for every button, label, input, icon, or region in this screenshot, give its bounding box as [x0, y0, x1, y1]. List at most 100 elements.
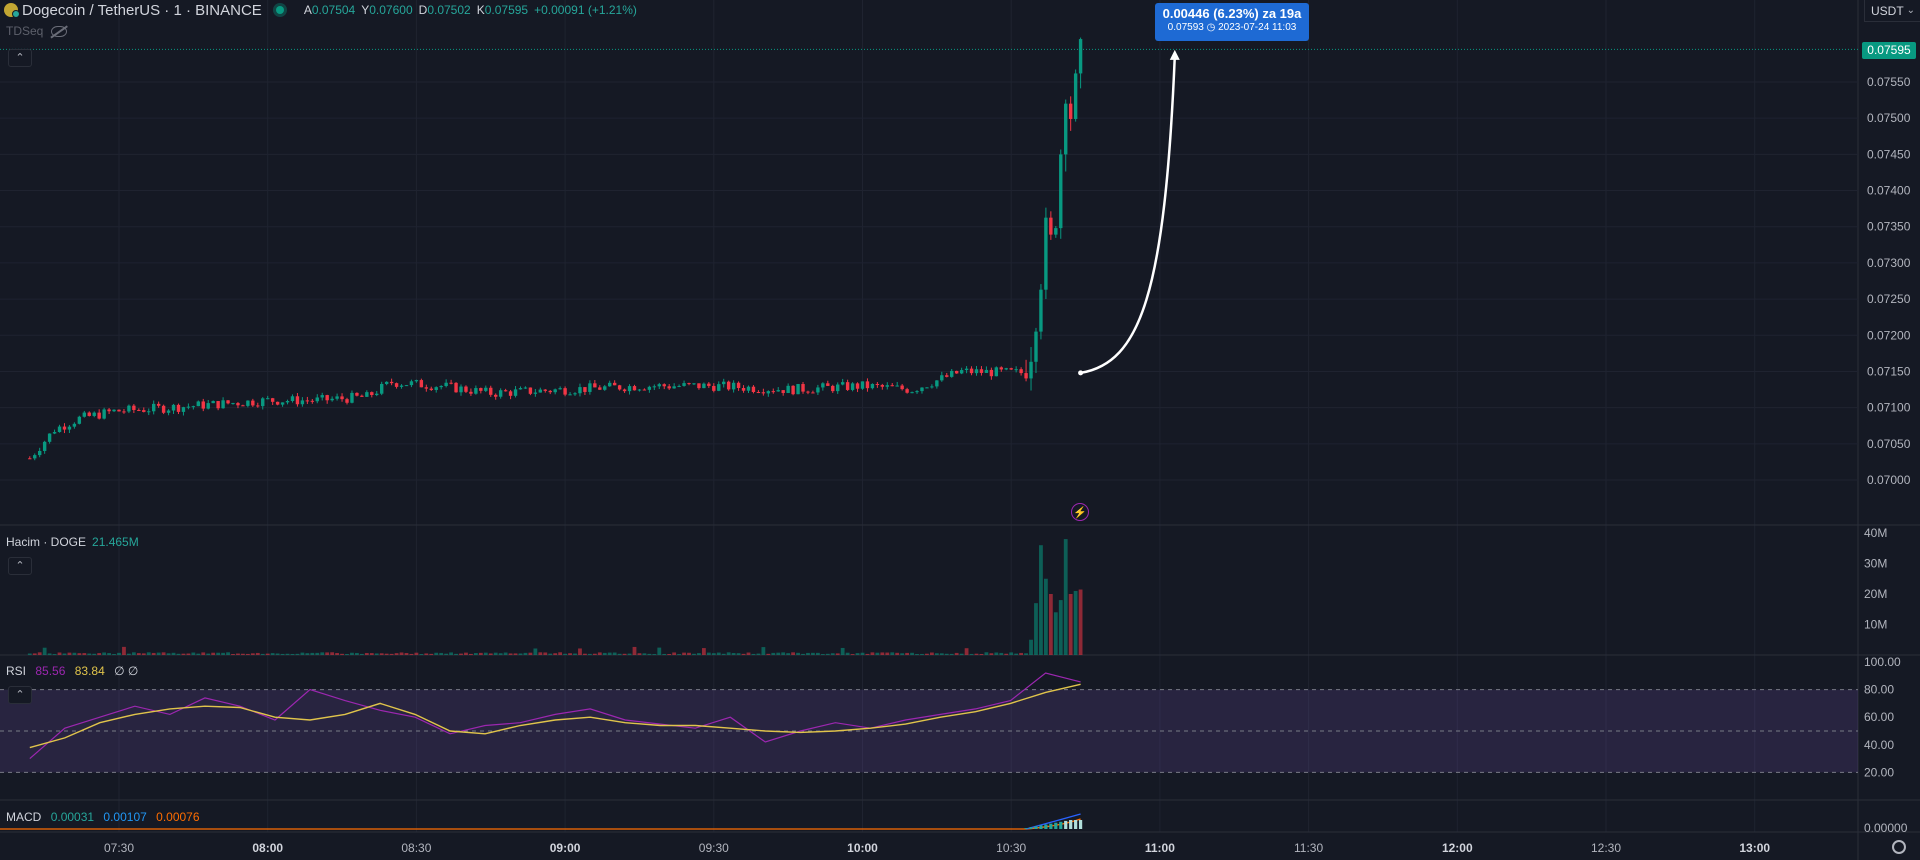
candle-body: [1078, 39, 1083, 74]
candle-body: [692, 383, 696, 385]
candle-body: [464, 386, 468, 392]
candle-body: [1009, 368, 1013, 370]
rsi-tick-label: 40.00: [1864, 738, 1894, 752]
candle-body: [498, 390, 503, 397]
candle-body: [637, 389, 642, 391]
volume-bar: [587, 653, 592, 655]
candle-body: [588, 383, 592, 392]
candle-body: [954, 370, 959, 374]
candle-body: [920, 387, 924, 392]
candle-body: [127, 405, 131, 412]
candle-body: [196, 401, 201, 407]
rsi-plot: [0, 672, 1858, 773]
settings-gear-icon[interactable]: [1892, 840, 1906, 854]
volume-bar: [731, 653, 736, 655]
volume-bar: [82, 653, 87, 655]
collapse-main-button[interactable]: ⌃: [8, 49, 32, 67]
volume-bar: [57, 652, 62, 655]
measure-target: 0.07593 ◷ 2023-07-24 11:03: [1167, 22, 1297, 33]
candle-body: [905, 389, 909, 393]
macd-plot: [0, 813, 1083, 830]
volume-bar: [295, 653, 300, 655]
volume-bar: [32, 653, 37, 655]
volume-bar: [325, 652, 330, 655]
volume-bar: [206, 653, 211, 655]
candle-body: [360, 395, 364, 397]
volume-bar: [236, 653, 240, 655]
volume-bar: [102, 652, 107, 655]
candle-body: [335, 396, 339, 399]
volume-bar: [1053, 612, 1058, 655]
macd-histogram-bar: [1029, 827, 1033, 829]
candle-body: [836, 384, 840, 392]
candle-body: [707, 383, 711, 386]
symbol-title[interactable]: Dogecoin / TetherUS · 1 · BINANCE: [22, 1, 262, 19]
volume-bar: [469, 653, 473, 655]
volume-bar: [989, 653, 994, 655]
candlestick-series: [28, 37, 1083, 461]
candle-body: [156, 403, 161, 406]
candle-body: [419, 380, 424, 388]
volume-bar: [340, 653, 344, 655]
eye-hidden-icon[interactable]: [51, 25, 68, 37]
candle-body: [489, 387, 493, 395]
volume-bar: [1078, 589, 1083, 655]
volume-bar: [186, 653, 191, 655]
volume-bar: [171, 652, 176, 655]
volume-bar: [533, 648, 538, 655]
candle-body: [741, 388, 746, 391]
volume-bar: [597, 652, 602, 655]
candle-body: [1064, 103, 1068, 155]
volume-bar: [523, 652, 528, 655]
candle-body: [999, 367, 1003, 370]
candle-body: [603, 386, 607, 390]
volume-bar: [622, 653, 627, 655]
candle-body: [151, 403, 156, 412]
currency-selector[interactable]: USDT ⌄: [1864, 0, 1920, 22]
candle-body: [989, 369, 994, 377]
volume-bar: [791, 652, 796, 655]
volume-bar: [905, 652, 910, 655]
candle-body: [969, 368, 974, 374]
volume-bar: [672, 652, 677, 655]
lightning-icon[interactable]: ⚡: [1071, 503, 1089, 521]
candle-body: [766, 391, 771, 394]
candle-body: [1014, 369, 1018, 371]
volume-bar: [667, 653, 672, 655]
volume-bar: [1019, 652, 1024, 655]
candle-body: [657, 384, 661, 387]
market-open-icon: [275, 6, 284, 14]
candle-body: [726, 381, 731, 390]
indicator-name[interactable]: TDSeq: [6, 24, 44, 38]
candle-body: [662, 384, 666, 387]
volume-bar: [92, 653, 97, 655]
time-tick-label: 11:00: [1145, 841, 1175, 855]
volume-bar: [131, 652, 136, 655]
candle-body: [632, 386, 637, 391]
candle-body: [479, 388, 483, 391]
candle-body: [340, 396, 344, 400]
candle-body: [746, 386, 751, 391]
volume-bar: [964, 648, 969, 655]
rsi-label: RSI 85.56 83.84 ∅ ∅: [6, 664, 139, 678]
candle-body: [62, 426, 67, 430]
volume-bar: [925, 653, 929, 655]
candle-body: [791, 385, 795, 395]
collapse-volume-button[interactable]: ⌃: [8, 557, 32, 575]
volume-bar: [444, 653, 449, 655]
candle-body: [295, 396, 300, 405]
measure-arrow[interactable]: [1078, 49, 1180, 376]
measure-tooltip[interactable]: 0.00446 (6.23%) za 19a 0.07593 ◷ 2023-07…: [1155, 3, 1309, 41]
candle-body: [211, 401, 215, 404]
volume-bar: [746, 652, 751, 655]
volume-bar: [999, 652, 1004, 655]
volume-bar: [498, 653, 503, 655]
candle-body: [865, 381, 870, 389]
candle-body: [1004, 368, 1008, 370]
candle-body: [731, 382, 736, 390]
volume-bar: [875, 652, 880, 655]
collapse-rsi-button[interactable]: ⌃: [8, 686, 32, 704]
volume-bar: [275, 653, 280, 655]
macd-histogram-bar: [1034, 826, 1038, 829]
